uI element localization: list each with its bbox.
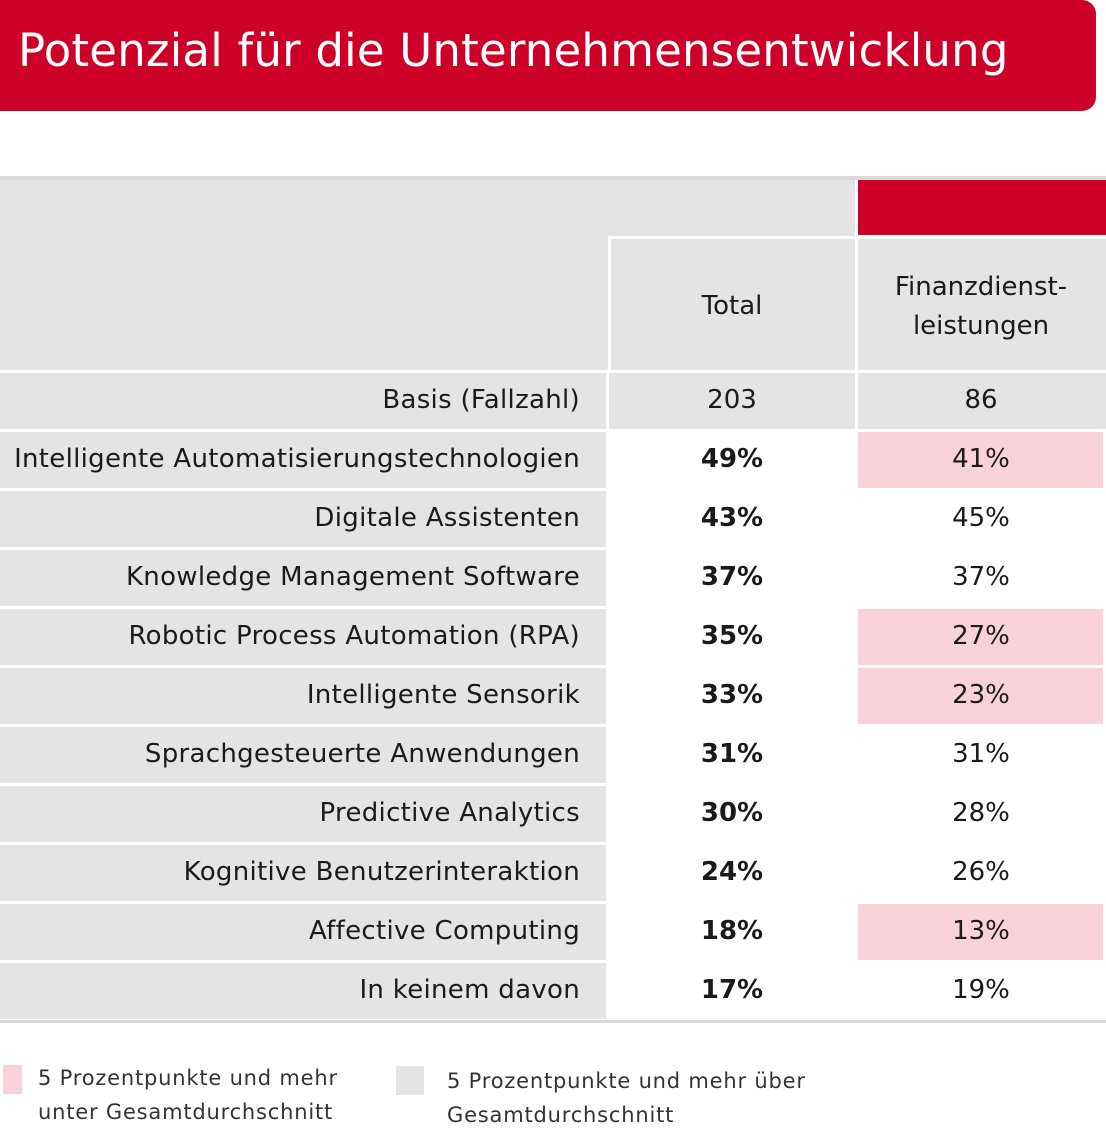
row-value-total: 37% xyxy=(700,562,764,592)
row-label: Kognitive Benutzerinteraktion xyxy=(183,857,580,887)
highlight-cell-below xyxy=(858,668,1103,724)
row-value-fin: 28% xyxy=(952,798,1010,828)
column-accent-bar xyxy=(858,180,1106,235)
table-bottom-rule xyxy=(0,1020,1106,1023)
row-value-total: 24% xyxy=(700,857,764,887)
row-value-fin: 13% xyxy=(952,916,1010,946)
table-row-label-cell xyxy=(0,963,606,1019)
row-label: Digitale Assistenten xyxy=(314,503,580,533)
highlight-cell-below xyxy=(858,609,1103,665)
row-value-total: 49% xyxy=(700,444,764,474)
row-label: Intelligente Automatisierungstechnologie… xyxy=(14,444,580,474)
row-label: Knowledge Management Software xyxy=(125,562,580,592)
header-cell-total xyxy=(608,236,855,370)
data-table: Total Finanzdienst- leistungen Basis (Fa… xyxy=(0,176,1106,1026)
base-value-fin: 86 xyxy=(964,385,998,415)
base-value-total: 203 xyxy=(707,385,757,415)
row-value-total: 18% xyxy=(700,916,764,946)
base-row-label-cell xyxy=(0,373,606,429)
table-row-label-cell xyxy=(0,491,606,547)
column-header-fin-line1: Finanzdienst- xyxy=(894,272,1068,302)
table-row-label-cell xyxy=(0,786,606,842)
legend-swatch-above xyxy=(396,1066,424,1095)
table-row-label-cell xyxy=(0,550,606,606)
table-row-label-cell xyxy=(0,432,606,488)
page-title: Potenzial für die Unternehmensentwicklun… xyxy=(18,24,1009,77)
row-value-fin: 26% xyxy=(952,857,1010,887)
column-header-fin-line2: leistungen xyxy=(912,311,1050,341)
row-value-total: 30% xyxy=(700,798,764,828)
table-top-rule xyxy=(0,176,1106,180)
legend-text-below-line2: unter Gesamtdurchschnitt xyxy=(38,1100,334,1124)
highlight-cell-below xyxy=(858,432,1103,488)
base-row-total-cell xyxy=(609,373,855,429)
row-value-fin: 19% xyxy=(952,975,1010,1005)
table-row-label-cell xyxy=(0,845,606,901)
row-value-fin: 45% xyxy=(952,503,1010,533)
row-value-total: 33% xyxy=(700,680,764,710)
title-bar: Potenzial für die Unternehmensentwicklun… xyxy=(0,0,1096,111)
header-cell-fin xyxy=(858,236,1106,370)
row-label: Sprachgesteuerte Anwendungen xyxy=(144,739,580,769)
row-label: Affective Computing xyxy=(309,916,580,946)
row-value-fin: 27% xyxy=(952,621,1010,651)
row-label: In keinem davon xyxy=(359,975,580,1005)
row-label: Robotic Process Automation (RPA) xyxy=(128,621,580,651)
row-value-fin: 37% xyxy=(952,562,1010,592)
table-row-label-cell xyxy=(0,668,606,724)
row-value-fin: 41% xyxy=(952,444,1010,474)
table-row-label-cell xyxy=(0,727,606,783)
row-value-total: 17% xyxy=(700,975,764,1005)
row-value-total: 31% xyxy=(700,739,764,769)
row-label: Intelligente Sensorik xyxy=(306,680,580,710)
table-row-label-cell xyxy=(0,904,606,960)
table-row-label-cell xyxy=(0,609,606,665)
row-value-total: 43% xyxy=(700,503,764,533)
legend-swatch-below xyxy=(3,1065,22,1094)
legend-text-above-line1: 5 Prozentpunkte und mehr über xyxy=(447,1069,806,1093)
row-label: Predictive Analytics xyxy=(319,798,580,828)
base-label: Basis (Fallzahl) xyxy=(382,385,580,415)
legend-text-above-line2: Gesamtdurchschnitt xyxy=(447,1103,675,1127)
row-value-fin: 23% xyxy=(952,680,1010,710)
row-value-fin: 31% xyxy=(952,739,1010,769)
column-header-total: Total xyxy=(701,291,763,321)
row-value-total: 35% xyxy=(700,621,764,651)
legend-text-below-line1: 5 Prozentpunkte und mehr xyxy=(38,1066,338,1090)
base-row-fin-cell xyxy=(858,373,1106,429)
highlight-cell-below xyxy=(858,904,1103,960)
